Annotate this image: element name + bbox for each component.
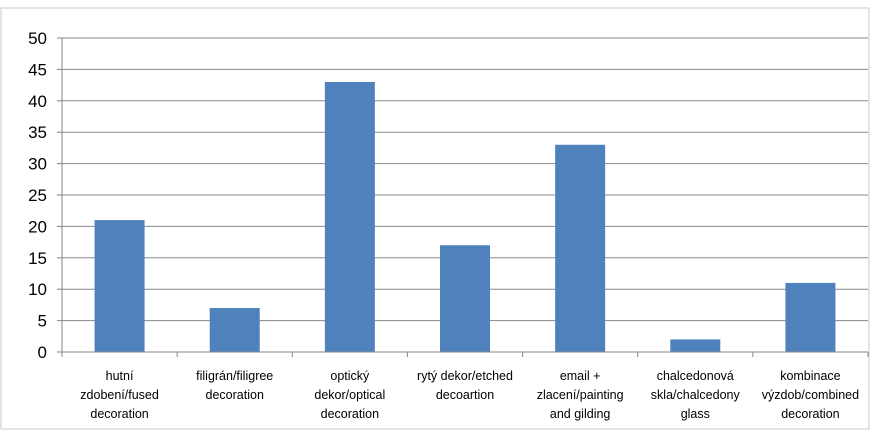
gridlines bbox=[62, 37, 868, 322]
y-tick-label: 15 bbox=[28, 249, 47, 268]
y-tick-label: 20 bbox=[28, 217, 47, 236]
x-category-label-line: výzdob/combined bbox=[762, 388, 859, 402]
y-axis: 0 5 10 15 20 25 30 35 40 45 50 bbox=[28, 29, 63, 362]
x-category-label-line: glass bbox=[681, 407, 710, 421]
y-tick-label: 45 bbox=[28, 60, 47, 79]
bar bbox=[440, 245, 490, 352]
y-tick-label: 50 bbox=[28, 29, 47, 48]
y-tick-label: 10 bbox=[28, 280, 47, 299]
x-category-label: kombinace výzdob/combined decoration bbox=[762, 369, 859, 421]
x-category-label-line: decoration bbox=[321, 407, 379, 421]
bars bbox=[94, 81, 836, 353]
bar bbox=[555, 144, 606, 352]
chart-border bbox=[0, 7, 870, 430]
x-category-label: optický dekor/optical decoration bbox=[314, 369, 385, 421]
x-axis: hutní zdobení/fused decorationfiligrán/fil… bbox=[61, 351, 869, 421]
bar bbox=[785, 282, 836, 352]
x-category-label-line: email + bbox=[560, 369, 601, 383]
y-tick-label: 25 bbox=[28, 186, 47, 205]
y-tick-label: 0 bbox=[38, 343, 47, 362]
x-category-label: email + zlacení/painting and gilding bbox=[537, 369, 624, 421]
y-tick-label: 5 bbox=[38, 312, 47, 331]
bar bbox=[209, 308, 260, 352]
x-category-label-line: dekor/optical bbox=[314, 388, 385, 402]
x-category-label-line: kombinace bbox=[780, 369, 840, 383]
x-category-label: filigrán/filigree decoration bbox=[196, 369, 273, 402]
x-category-label-line: decoartion bbox=[436, 388, 494, 402]
y-tick-label: 35 bbox=[28, 123, 47, 142]
bar bbox=[94, 220, 145, 352]
x-category-label-line: zdobení/fused bbox=[80, 388, 159, 402]
x-category-label-line: optický bbox=[330, 369, 370, 383]
x-category-label-line: decoration bbox=[90, 407, 148, 421]
bar bbox=[670, 339, 721, 352]
x-category-label-line: skla/chalcedony bbox=[651, 388, 741, 402]
x-category-label: hutní zdobení/fused decoration bbox=[80, 369, 159, 421]
x-category-label-line: decoration bbox=[206, 388, 264, 402]
x-category-label-line: chalcedonová bbox=[657, 369, 734, 383]
y-tick-label: 40 bbox=[28, 92, 47, 111]
x-category-label: chalcedonová skla/chalcedony glass bbox=[651, 369, 741, 421]
x-category-label-line: decoration bbox=[781, 407, 839, 421]
y-tick-label: 30 bbox=[28, 155, 47, 174]
x-category-label-line: zlacení/painting bbox=[537, 388, 624, 402]
x-category-label-line: filigrán/filigree bbox=[196, 369, 273, 383]
bar bbox=[324, 81, 375, 353]
x-category-label: rytý dekor/etched decoartion bbox=[417, 369, 513, 402]
x-category-label-line: hutní bbox=[106, 369, 134, 383]
x-category-label-line: rytý dekor/etched bbox=[417, 369, 513, 383]
x-category-label-line: and gilding bbox=[550, 407, 611, 421]
